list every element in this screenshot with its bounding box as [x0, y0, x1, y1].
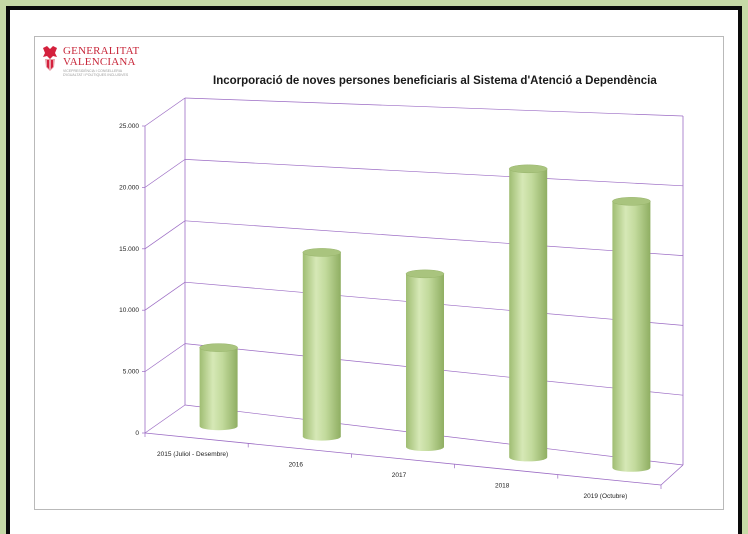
bar-body [509, 168, 548, 462]
floor-right-edge [660, 464, 684, 486]
bar-top [302, 248, 342, 257]
grid-line-side [144, 281, 186, 311]
bar-top [405, 269, 445, 279]
grid-line-side [144, 404, 186, 434]
logo-line-2: VALENCIANA [63, 56, 136, 68]
grid-line-back [184, 97, 684, 117]
x-tick-label: 2015 (Juliol - Desembre) [157, 451, 228, 458]
logo-line-1: GENERALITAT [63, 45, 140, 57]
y-tick-label: 25.000 [119, 123, 139, 130]
bar-2 [405, 269, 445, 451]
y-tick-label: 10.000 [119, 307, 139, 314]
bar-3 [508, 164, 548, 462]
bar-body [302, 252, 341, 441]
y-tick-label: 0 [135, 430, 139, 437]
generalitat-logo: GENERALITAT VALENCIANA VICEPRESIDÈNCIA I… [41, 43, 161, 85]
x-tick-label: 2018 [495, 482, 510, 489]
logo-subtitle-2: D'IGUALTAT I POLÍTIQUES INCLUSIVES [63, 73, 129, 77]
bar-0 [199, 343, 238, 431]
x-tick-label: 2019 (Octubre) [584, 493, 628, 500]
chart-slide: GENERALITAT VALENCIANA VICEPRESIDÈNCIA I… [34, 36, 724, 510]
x-tick-label: 2017 [392, 472, 407, 479]
inner-frame: GENERALITAT VALENCIANA VICEPRESIDÈNCIA I… [6, 6, 742, 534]
y-tick-label: 15.000 [119, 246, 139, 253]
bar-body [199, 347, 238, 431]
chart-title: Incorporació de noves persones beneficia… [213, 75, 657, 87]
logo-subtitle-1: VICEPRESIDÈNCIA I CONSELLERIA [63, 69, 123, 73]
y-tick-label: 20.000 [119, 184, 139, 191]
bar-top [199, 343, 238, 352]
grid-line-side [144, 97, 186, 127]
bar-top [508, 164, 548, 174]
chart-plot: 0 5.000 10.000 15.000 20.000 25.000 2015 (Juli… [119, 97, 684, 500]
bar-1 [302, 248, 342, 441]
bar-top [612, 197, 651, 206]
grid-line-side [144, 220, 186, 250]
bat-emblem-icon [43, 46, 57, 71]
grid-line-side [144, 159, 186, 188]
grid-line-back [184, 159, 684, 187]
y-tick-label: 5.000 [123, 369, 140, 376]
grid-line-back [184, 220, 684, 256]
grid-line-side [144, 343, 186, 372]
bar-body [612, 201, 651, 472]
bar-4 [612, 197, 651, 472]
x-tick-label: 2016 [289, 462, 304, 469]
bar-body [406, 273, 444, 451]
floor-front-edge [144, 432, 662, 486]
